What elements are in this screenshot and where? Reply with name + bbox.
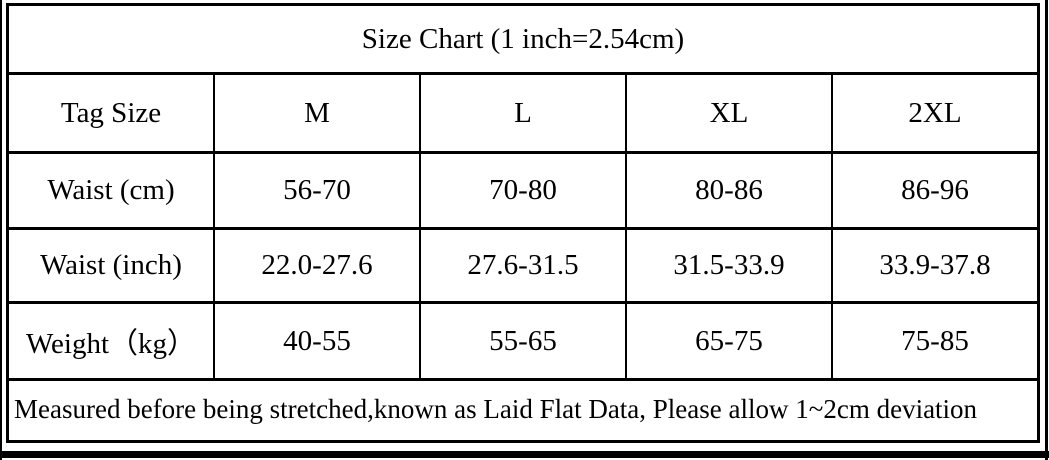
header-cell-2xl: 2XL bbox=[831, 75, 1037, 151]
size-value: 86-96 bbox=[831, 154, 1037, 227]
size-chart-table: Size Chart (1 inch=2.54cm) Tag Size M L … bbox=[6, 3, 1040, 443]
header-cell-xl: XL bbox=[625, 75, 831, 151]
size-value: 56-70 bbox=[213, 154, 419, 227]
outer-frame-bottom-bar bbox=[0, 451, 1049, 458]
size-value: 65-75 bbox=[625, 304, 831, 378]
outer-frame-left-edge bbox=[0, 0, 2, 460]
size-value: 75-85 bbox=[831, 304, 1037, 378]
size-value: 27.6-31.5 bbox=[419, 230, 625, 301]
table-footnote-row: Measured before being stretched,known as… bbox=[9, 378, 1037, 437]
table-row-waist-cm: Waist (cm) 56-70 70-80 80-86 86-96 bbox=[9, 151, 1037, 227]
table-footnote: Measured before being stretched,known as… bbox=[14, 393, 978, 424]
row-label: Weight（kg） bbox=[25, 328, 197, 360]
size-value: 22.0-27.6 bbox=[213, 230, 419, 301]
header-row: Tag Size M L XL 2XL bbox=[9, 72, 1037, 151]
table-title: Size Chart (1 inch=2.54cm) bbox=[361, 22, 685, 55]
row-label: Waist (cm) bbox=[47, 174, 175, 206]
size-value: 55-65 bbox=[419, 304, 625, 378]
size-value: 70-80 bbox=[419, 154, 625, 227]
row-label: Waist (inch) bbox=[40, 249, 182, 281]
size-value: 80-86 bbox=[625, 154, 831, 227]
size-value: 33.9-37.8 bbox=[831, 230, 1037, 301]
size-value: 40-55 bbox=[213, 304, 419, 378]
header-cell-tag-size: Tag Size bbox=[60, 96, 162, 129]
outer-frame-right-edge bbox=[1045, 0, 1048, 460]
size-value: 31.5-33.9 bbox=[625, 230, 831, 301]
header-cell-m: M bbox=[213, 75, 419, 151]
table-row-waist-inch: Waist (inch) 22.0-27.6 27.6-31.5 31.5-33… bbox=[9, 227, 1037, 301]
header-cell-l: L bbox=[419, 75, 625, 151]
table-title-row: Size Chart (1 inch=2.54cm) bbox=[9, 6, 1037, 72]
table-row-weight-kg: Weight（kg） 40-55 55-65 65-75 75-85 bbox=[9, 301, 1037, 378]
